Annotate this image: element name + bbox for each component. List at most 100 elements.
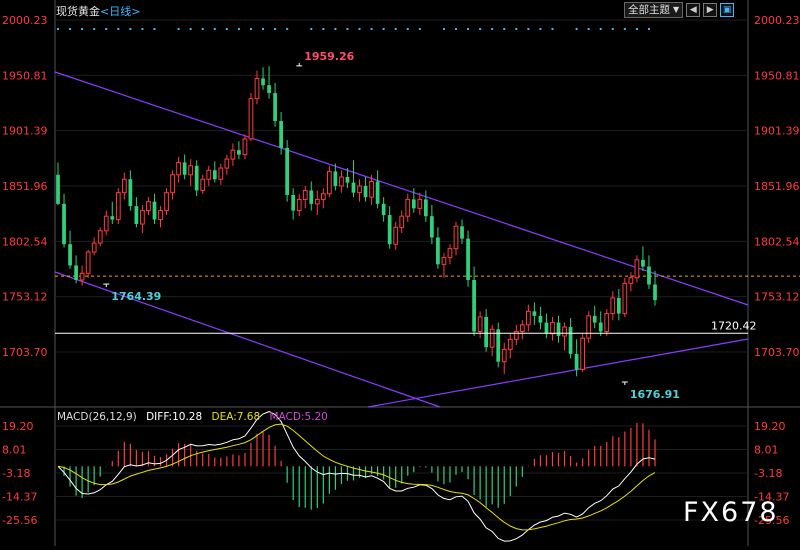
marker-dot xyxy=(382,28,385,30)
candle-body xyxy=(230,149,236,160)
marker-dot xyxy=(479,28,482,30)
candle-body xyxy=(532,311,537,316)
marker-dot xyxy=(81,28,84,30)
macd-tick-right: 8.01 xyxy=(754,444,779,457)
trend-channel xyxy=(54,71,800,408)
prev-button[interactable]: ◀ xyxy=(686,3,701,17)
y-tick-label-left: 1802.54 xyxy=(2,235,48,248)
marker-dot xyxy=(418,28,421,30)
candle-body xyxy=(254,77,260,100)
macd-tick-right: -14.37 xyxy=(754,491,789,504)
price-axis: 2000.23 2000.23 1950.81 1950.81 1901.39 1901.… xyxy=(2,14,800,359)
candle-body xyxy=(405,198,411,217)
marker-dot xyxy=(93,28,96,30)
candle-body xyxy=(170,174,175,194)
candle-body xyxy=(441,257,447,265)
support-line xyxy=(367,338,749,408)
candle-body xyxy=(242,138,248,156)
candle-body xyxy=(218,167,224,180)
marker-dot xyxy=(153,28,156,30)
macd-diff-line xyxy=(57,411,656,542)
candle-body xyxy=(447,248,453,259)
macd-legend: MACD(26,12,9) DIFF:10.28 DEA:7.68 MACD:5… xyxy=(57,411,334,423)
candle-body xyxy=(164,192,169,212)
candle-body xyxy=(309,190,314,204)
candle-body xyxy=(115,192,121,221)
candle-body xyxy=(320,193,326,200)
candle-body xyxy=(273,93,277,122)
candle-body xyxy=(641,259,645,267)
next-button[interactable]: ▶ xyxy=(703,3,718,17)
watermark-logo: FX678 xyxy=(683,497,779,528)
candle-body xyxy=(97,230,103,244)
candle-body xyxy=(140,210,145,225)
macd-tick-left: -14.37 xyxy=(2,491,37,504)
marker-dot xyxy=(334,28,337,30)
macd-axis: 19.20 19.20 8.01 8.01 -3.18 -3.18 -14.37 -14.37… xyxy=(2,420,789,527)
candle-body xyxy=(411,199,416,209)
annotation-label: 1764.39 xyxy=(111,290,161,303)
candle-body xyxy=(574,353,579,370)
marker-dot xyxy=(129,28,132,30)
marker-dot xyxy=(310,28,313,30)
theme-select[interactable]: 全部主题 ▼ xyxy=(624,2,684,18)
macd-panel xyxy=(55,411,748,542)
candle-body xyxy=(302,189,308,200)
marker-dot xyxy=(503,28,506,30)
macd-tick-right: -25.56 xyxy=(754,514,789,527)
candle-body xyxy=(598,322,603,332)
y-tick-label-right: 2000.23 xyxy=(754,14,800,27)
candle-body xyxy=(68,244,72,266)
candle-body xyxy=(472,280,476,332)
marker-dot xyxy=(117,28,120,30)
candle-body xyxy=(182,162,187,175)
period-selector[interactable]: <日线> xyxy=(100,5,141,18)
macd-tick-left: 19.20 xyxy=(2,420,34,433)
candle-body xyxy=(616,297,621,314)
candle-body xyxy=(381,203,386,216)
candle-body xyxy=(507,338,513,350)
candle-body xyxy=(417,198,423,209)
candle-body xyxy=(568,327,573,354)
marker-dot xyxy=(358,28,361,30)
chevron-down-icon: ▼ xyxy=(673,5,680,14)
candle-body xyxy=(387,215,392,245)
candles xyxy=(56,66,657,377)
candle-body xyxy=(501,348,507,363)
candle-body xyxy=(91,242,97,253)
candle-body xyxy=(224,158,230,169)
compare-button[interactable]: ▣ xyxy=(720,3,735,17)
y-tick-label-left: 1950.81 xyxy=(2,69,48,82)
candle-body xyxy=(158,210,163,221)
candle-body xyxy=(188,165,194,176)
instrument-name: 现货黄金 xyxy=(56,5,100,18)
theme-select-label: 全部主题 xyxy=(628,4,670,16)
candle-body xyxy=(206,169,212,180)
candle-body xyxy=(399,215,405,228)
marker-dot xyxy=(575,28,578,30)
candle-body xyxy=(296,198,302,212)
candle-body xyxy=(610,297,616,315)
candle-body xyxy=(550,322,555,335)
marker-dot xyxy=(286,28,289,30)
candle-body xyxy=(604,313,610,333)
candle-body xyxy=(121,178,127,194)
marker-dot xyxy=(599,28,602,30)
candle-body xyxy=(279,121,283,148)
marker-dot xyxy=(262,28,265,30)
candle-body xyxy=(194,165,199,191)
candle-body xyxy=(544,322,549,334)
candle-body xyxy=(562,326,567,337)
marker-dot xyxy=(527,28,530,30)
marker-dot xyxy=(406,28,409,30)
macd-dea-line xyxy=(57,423,656,531)
candle-body xyxy=(375,181,380,204)
candle-body xyxy=(423,199,428,217)
candle-body xyxy=(351,182,356,193)
candle-body xyxy=(653,284,657,301)
marker-dot xyxy=(249,28,252,30)
candle-body xyxy=(369,180,374,198)
macd-tick-right: -3.18 xyxy=(754,467,782,480)
marker-dot xyxy=(539,28,542,30)
